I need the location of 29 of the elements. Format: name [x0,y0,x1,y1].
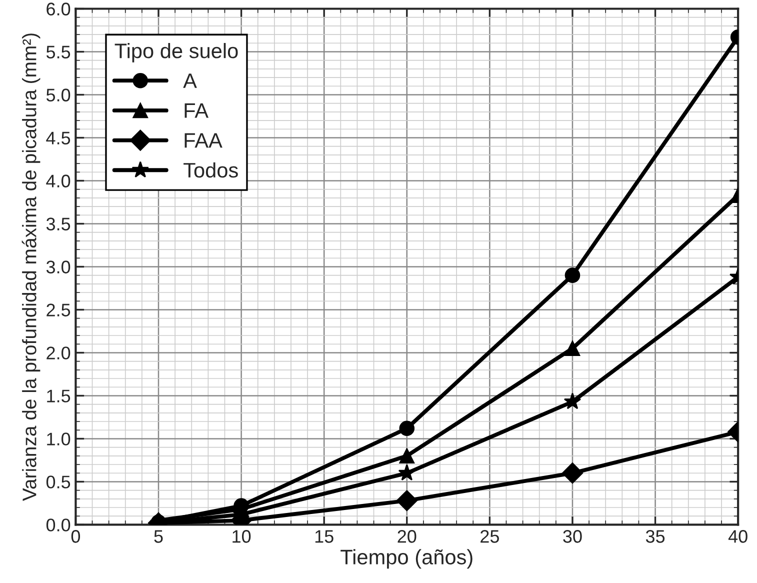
legend-label: FAA [184,133,222,148]
x-tick-label: 5 [154,530,163,543]
legend-title: Tipo de suelo [114,42,238,62]
y-tick-label: 5.5 [46,46,70,58]
y-tick-label: 0.0 [46,518,70,532]
x-tick-label: 10 [232,530,251,543]
y-axis-title: Varianza de la profundidad máxima de picadura (mm²) [22,34,40,501]
legend-label: FA [184,103,209,118]
y-tick-label: 2.5 [46,304,70,316]
y-tick-label: 5.0 [46,88,70,102]
y-tick-label: 3.0 [46,260,70,274]
x-tick-label: 0 [71,530,80,543]
x-tick-label: 20 [398,530,416,543]
y-tick-label: 4.0 [46,174,70,188]
y-tick-label: 4.5 [46,132,70,144]
x-axis-title: Tiempo (años) [340,549,472,569]
x-tick-label: 25 [480,530,499,543]
x-tick-label: 40 [728,530,748,543]
x-tick-label: 35 [646,530,665,543]
y-tick-label: 1.5 [47,390,70,402]
legend-label: Todos [184,162,238,178]
y-tick-label: 6.0 [46,2,70,16]
y-tick-label: 3.5 [46,218,70,230]
y-tick-label: 2.0 [46,346,70,360]
x-tick-label: 15 [315,530,334,543]
x-tick-label: 30 [563,530,582,543]
legend-label: A [183,74,197,88]
y-tick-label: 0.5 [46,476,70,488]
y-tick-label: 1.0 [47,432,70,446]
